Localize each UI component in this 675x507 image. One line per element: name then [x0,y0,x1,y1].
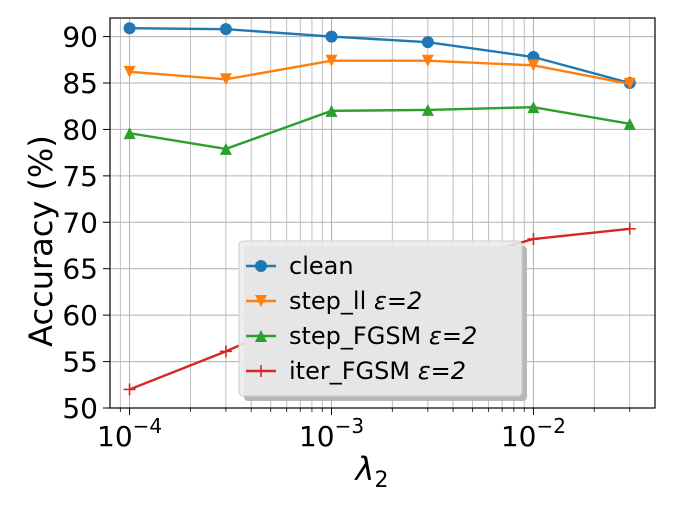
legend-marker [255,260,267,272]
data-point [219,23,232,36]
data-point [123,127,136,140]
legend-entry: step_FGSM ε=2 [246,322,477,350]
data-point [325,30,338,43]
series-line [129,27,631,85]
x-axis-label: λ2 [354,450,389,493]
series-triangle-up [123,101,636,155]
legend-entry: iter_FGSM ε=2 [246,357,466,385]
data-point [123,22,136,35]
y-tick-label: 80 [62,113,98,146]
y-tick-label: 65 [62,253,98,286]
series-triangle-down [123,54,636,90]
legend-label: clean [289,252,354,280]
x-axis-label-lambda: λ [354,450,375,488]
legend-entry: clean [246,252,354,280]
legend-label: iter_FGSM ε=2 [289,357,466,385]
y-tick-label: 50 [62,392,98,425]
x-tick-label: 10−3 [299,414,364,453]
y-tick-label: 85 [62,67,98,100]
data-point [219,142,232,155]
y-tick-labels: 50 55 60 65 70 75 80 85 90 [62,21,98,425]
series-line [129,105,630,151]
legend-box [238,240,523,397]
x-axis-label-subscript: 2 [374,468,388,493]
data-point [623,77,636,90]
y-tick-label: 55 [62,346,98,379]
y-axis-label: Accuracy (%) [22,135,60,347]
legend: clean step_ll ε=2 step_FGSM ε=2 iter_FGSM ε… [238,240,527,401]
legend-marker [255,330,267,342]
x-tick-labels: 10−4 10−3 10−2 [97,414,566,453]
legend-label: step_ll ε=2 [289,287,422,315]
data-point [527,101,540,114]
data-point [527,233,540,245]
legend-marker [255,365,267,377]
tick-marks [103,36,631,415]
data-point [421,36,434,49]
data-point [623,222,636,235]
x-tick-label: 10−2 [501,414,566,453]
x-tick-label: 10−4 [97,414,162,453]
data-point [527,59,540,72]
series-line [129,59,630,86]
data-point [123,383,136,396]
series-circle [123,22,636,89]
data-point [325,54,338,67]
data-point [325,104,338,117]
legend-marker [255,295,267,307]
plot-frame [109,17,656,409]
data-point [421,103,434,116]
data-point [219,73,232,86]
y-tick-label: 75 [62,160,98,193]
legend-label: step_FGSM ε=2 [289,322,477,350]
data-point [623,117,636,130]
legend-entry: step_ll ε=2 [246,287,422,315]
data-point [219,345,232,358]
y-tick-label: 60 [62,299,98,332]
data-point [421,54,434,67]
y-tick-label: 70 [62,206,98,239]
data-point [123,65,136,78]
y-tick-label: 90 [62,21,98,54]
